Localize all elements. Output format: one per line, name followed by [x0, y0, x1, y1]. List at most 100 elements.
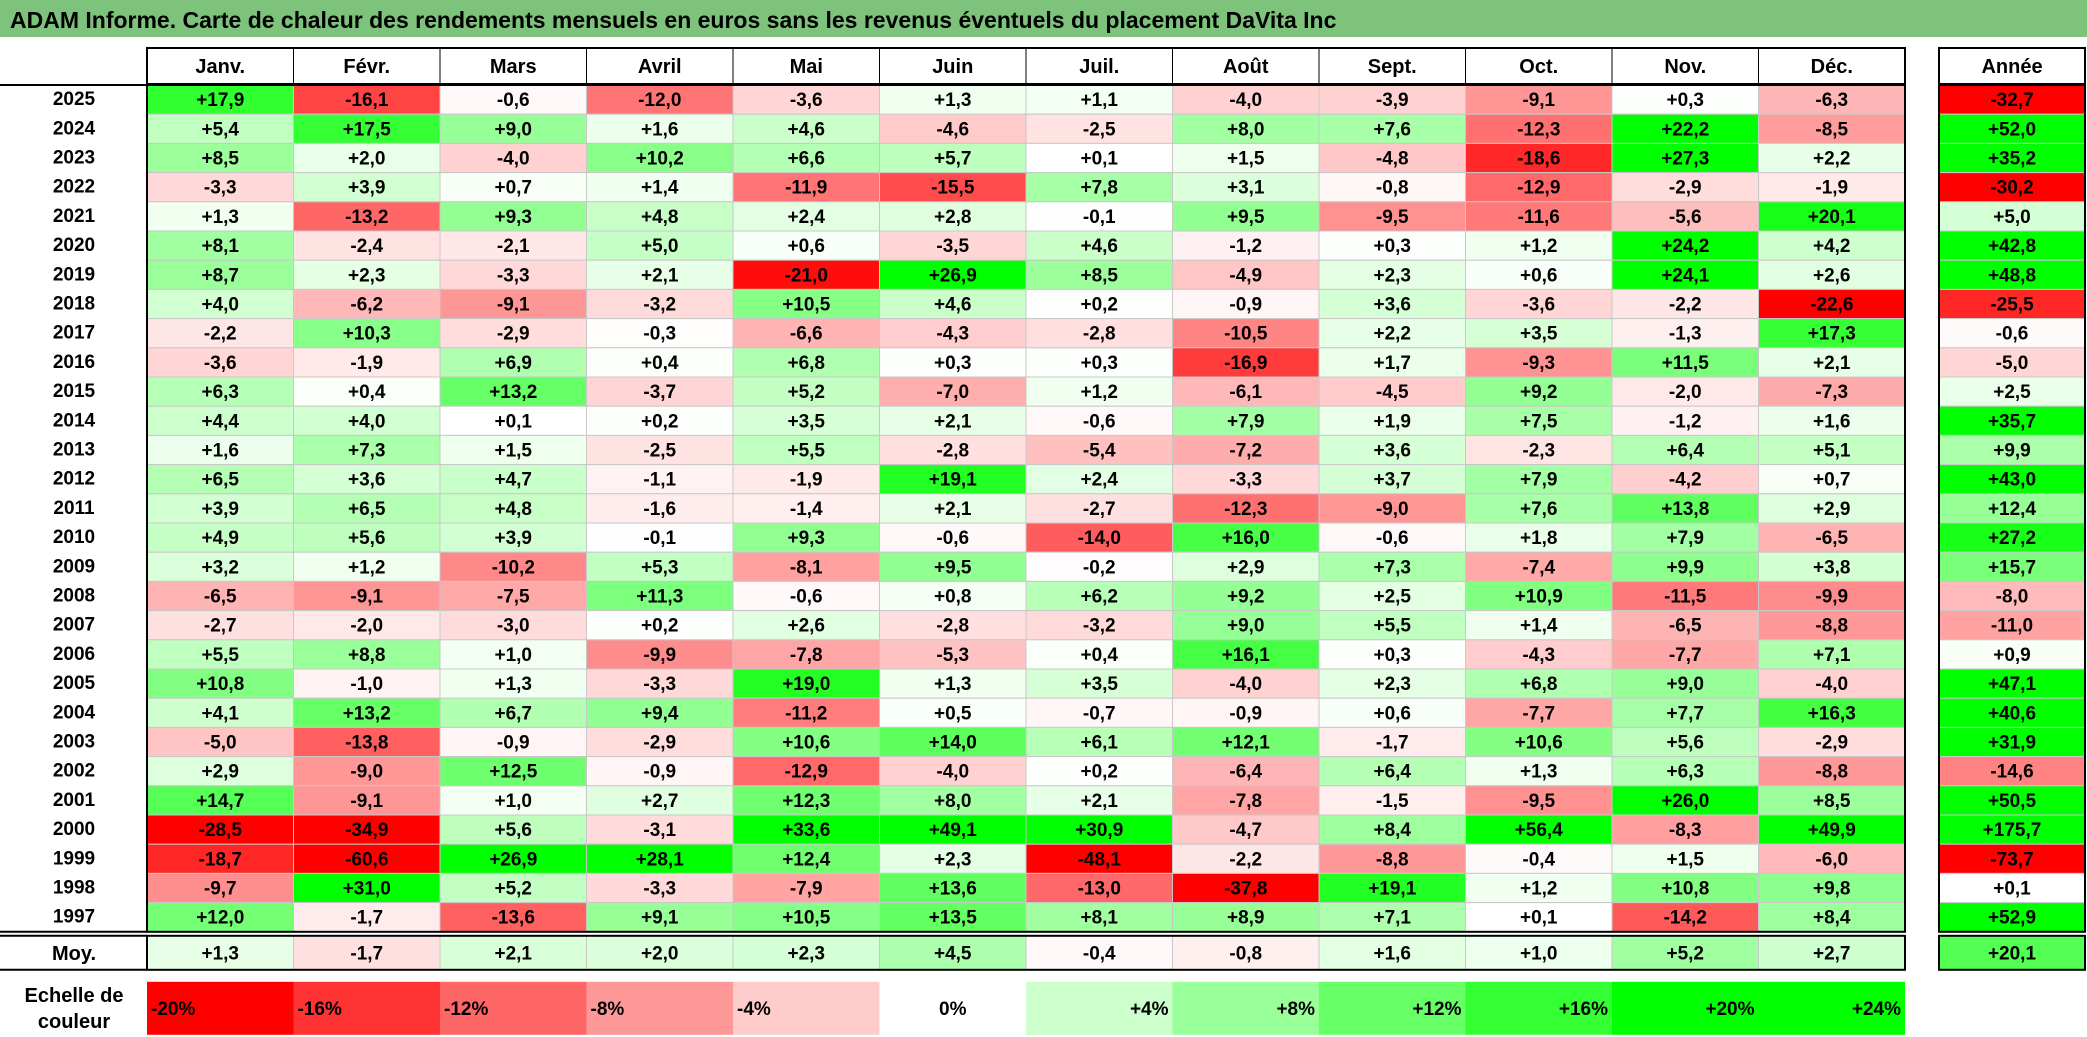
heat-cell: [1318, 376, 1466, 407]
cell-value: -1,2: [1229, 236, 1262, 257]
heat-cell: [586, 726, 734, 758]
year-total-value: +50,5: [1988, 791, 2037, 812]
heat-cell: [439, 580, 587, 612]
heat-cell: [1611, 785, 1759, 816]
cell-value: +5,6: [494, 820, 532, 841]
cell-value: +1,5: [1227, 149, 1265, 170]
year-label: 2024: [53, 118, 96, 139]
average-total-cell: [1938, 934, 2086, 971]
cell-value: -9,9: [643, 645, 676, 666]
cell-value: -1,5: [1376, 791, 1409, 812]
cell-value: -10,5: [1224, 324, 1268, 345]
cell-value: -2,8: [936, 616, 969, 637]
scale-swatch: [1465, 981, 1612, 1035]
heat-cell: [732, 610, 880, 641]
cell-value: +5,5: [787, 441, 825, 462]
scale-swatch: [1758, 981, 1905, 1035]
month-label: Sept.: [1368, 56, 1417, 78]
cell-value: +1,6: [1813, 411, 1851, 432]
average-cell: [879, 935, 1027, 971]
cell-value: +0,3: [1373, 236, 1411, 257]
cell-value: -1,6: [643, 499, 676, 520]
heat-cell: [439, 639, 587, 670]
cell-value: +7,9: [1227, 411, 1265, 432]
heat-cell: [146, 172, 294, 203]
year-label: 2011: [53, 498, 95, 519]
scale-label: Echelle de: [25, 985, 124, 1007]
year-total-cell: [1938, 84, 2086, 115]
cell-value: -15,5: [931, 178, 975, 199]
year-total-cell: [1938, 434, 2086, 466]
cell-value: +49,9: [1808, 820, 1856, 841]
heat-cell: [1318, 113, 1466, 144]
cell-value: +2,4: [1080, 470, 1118, 491]
cell-value: +6,8: [787, 353, 825, 374]
cell-value: +6,8: [1520, 674, 1558, 695]
cell-value: -2,0: [350, 616, 383, 637]
heat-cell: [1758, 113, 1906, 144]
cell-value: +0,2: [1080, 295, 1118, 316]
cell-value: +9,8: [1813, 879, 1851, 900]
cell-value: +9,0: [1227, 616, 1265, 637]
heat-cell: [732, 230, 880, 261]
year-total-value: +12,4: [1988, 499, 2037, 520]
year-total-value: -0,6: [1996, 324, 2029, 345]
cell-value: +1,3: [934, 674, 972, 695]
cell-value: +0,5: [934, 703, 972, 724]
heat-cell: [439, 288, 587, 320]
cell-value: +13,5: [929, 908, 978, 929]
heat-cell: [439, 259, 587, 290]
cell-value: -9,1: [497, 295, 530, 316]
heat-cell: [1758, 522, 1906, 553]
cell-value: +8,5: [1813, 791, 1851, 812]
cell-value: -2,8: [1083, 324, 1116, 345]
heat-cell: [439, 464, 587, 495]
scale-swatch: [293, 981, 440, 1035]
heat-cell: [732, 288, 880, 320]
cell-value: -18,6: [1517, 149, 1560, 170]
year-label: 2016: [53, 352, 95, 373]
heat-cell: [146, 318, 294, 349]
heat-cell: [439, 434, 587, 466]
cell-value: +9,5: [1227, 207, 1265, 228]
cell-value: -4,7: [1229, 820, 1262, 841]
heat-cell: [1172, 551, 1320, 582]
heat-cell: [879, 726, 1027, 758]
cell-value: +19,1: [929, 470, 978, 491]
heat-cell: [1758, 259, 1906, 290]
cell-value: +2,3: [1373, 674, 1411, 695]
year-total-header: [1938, 47, 2086, 85]
heat-cell: [1318, 201, 1466, 232]
cell-value: +6,9: [494, 353, 532, 374]
heat-cell: [879, 230, 1027, 261]
year-total-cell: [1938, 405, 2086, 436]
cell-value: -9,7: [204, 879, 237, 900]
cell-value: -1,7: [1376, 733, 1409, 754]
month-label: Oct.: [1519, 56, 1558, 78]
year-total-value: -8,0: [1996, 587, 2029, 608]
cell-value: -9,0: [350, 762, 383, 783]
cell-value: -9,5: [1522, 791, 1555, 812]
cell-value: -6,2: [350, 295, 383, 316]
heat-cell: [1611, 610, 1759, 641]
year-total-cell: [1938, 347, 2086, 378]
heat-cell: [1758, 318, 1906, 349]
cell-value: +6,3: [1666, 762, 1704, 783]
cell-value: +26,9: [929, 265, 977, 286]
heat-cell: [879, 434, 1027, 466]
heat-cell: [879, 610, 1027, 641]
cell-value: -1,9: [1815, 178, 1848, 199]
heat-cell: [1172, 347, 1320, 378]
cell-value: +9,2: [1520, 382, 1558, 403]
cell-value: -4,3: [936, 324, 969, 345]
cell-value: +33,6: [782, 820, 830, 841]
cell-value: +3,5: [1080, 674, 1118, 695]
year-total-value: -30,2: [1990, 178, 2033, 199]
cell-value: -37,8: [1224, 879, 1267, 900]
scale-swatch: [440, 981, 587, 1035]
cell-value: +4,0: [201, 295, 239, 316]
cell-value: -12,0: [638, 90, 681, 111]
heat-cell: [879, 668, 1027, 699]
heat-cell: [586, 610, 734, 641]
cell-value: +1,0: [494, 791, 532, 812]
